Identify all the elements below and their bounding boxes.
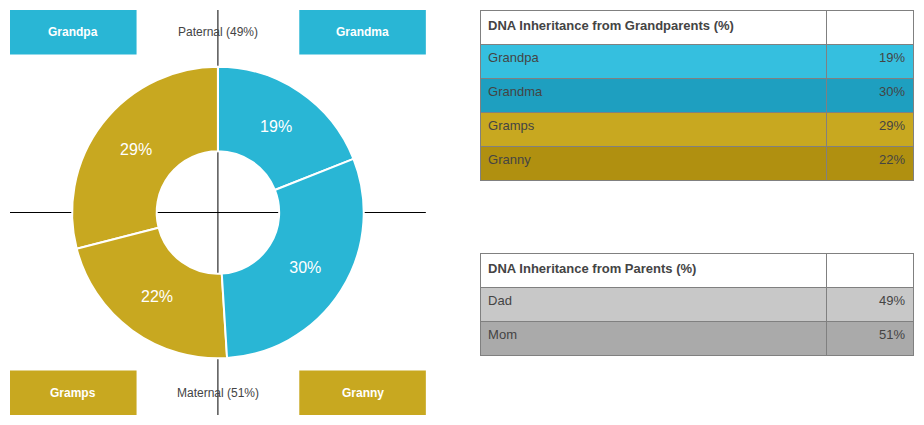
svg-text:51%: 51% [879,327,905,342]
svg-text:22%: 22% [879,152,905,167]
svg-text:22%: 22% [141,288,173,305]
svg-text:29%: 29% [120,141,152,158]
svg-text:Grandpa: Grandpa [48,25,98,39]
svg-text:Maternal (51%): Maternal (51%) [177,386,259,400]
svg-text:Grandma: Grandma [488,84,543,99]
svg-text:49%: 49% [879,293,905,308]
svg-text:Grandma: Grandma [336,25,389,39]
svg-text:29%: 29% [879,118,905,133]
svg-text:30%: 30% [289,259,321,276]
svg-text:Dad: Dad [488,293,512,308]
svg-text:DNA Inheritance from Grandpare: DNA Inheritance from Grandparents (%) [488,18,734,33]
svg-text:30%: 30% [879,84,905,99]
svg-text:Gramps: Gramps [488,118,535,133]
svg-text:Granny: Granny [488,152,531,167]
svg-text:Grandpa: Grandpa [488,50,539,65]
svg-text:DNA Inheritance from Parents (: DNA Inheritance from Parents (%) [488,261,696,276]
svg-text:Gramps: Gramps [50,386,96,400]
svg-text:19%: 19% [879,50,905,65]
svg-text:Granny: Granny [342,386,384,400]
svg-text:Paternal (49%): Paternal (49%) [178,25,258,39]
svg-text:Mom: Mom [488,327,517,342]
svg-text:19%: 19% [260,118,292,135]
